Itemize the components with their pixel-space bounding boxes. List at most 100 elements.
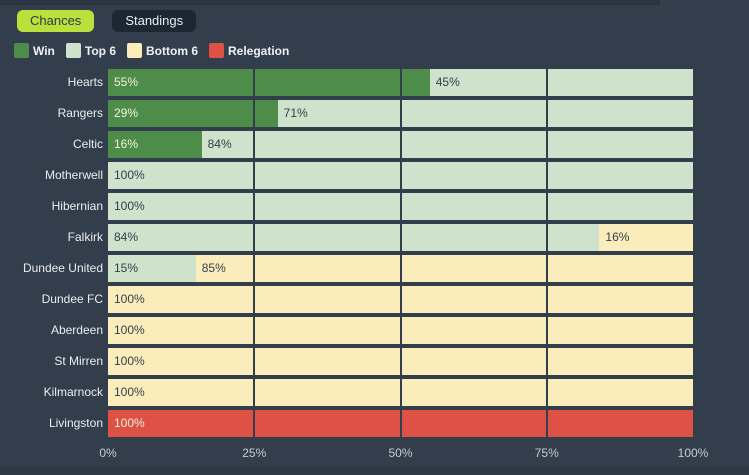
legend-label: Win [33,43,55,58]
gridline [253,255,256,282]
gridline [399,379,402,406]
segment-value-label: 16% [605,230,630,244]
segment-value-label: 15% [114,261,139,275]
gridline [545,131,548,158]
gridline [399,193,402,220]
gridline [545,379,548,406]
team-label: Hibernian [51,199,103,213]
chart-row: Dundee FC 100% [0,286,749,313]
bar-segment-top6: 45% [429,69,693,96]
team-label: Aberdeen [50,323,103,337]
team-label: Rangers [57,106,103,120]
stacked-bar: 100% [108,410,693,437]
axis-tick: 100% [677,446,709,460]
gridline [253,162,256,189]
x-axis: 0% 25% 50% 75% 100% [99,446,708,460]
stacked-bar: 29% 71% [108,100,693,127]
segment-value-label: 71% [283,106,308,120]
legend-label: Relegation [228,43,290,58]
stacked-bar: 100% [108,348,693,375]
gridline [545,286,548,313]
gridline [253,69,256,96]
legend-item: Top 6 [65,43,116,58]
chances-chart: Hearts 55% 45% Rangers 29% 71% Celtic 16% 84% Mot… [0,69,749,441]
chart-row: St Mirren 100% [0,348,749,375]
segment-value-label: 100% [114,323,145,337]
top-dark-strip [0,0,660,5]
segment-value-label: 100% [114,354,145,368]
gridline [399,69,402,96]
stacked-bar: 16% 84% [108,131,693,158]
gridline [399,162,402,189]
legend-swatch-icon [127,43,142,58]
chart-row: Hibernian 100% [0,193,749,220]
gridline [545,193,548,220]
legend-label: Top 6 [84,43,116,58]
legend-swatch-icon [65,43,81,58]
view-tabs: Chances Standings [17,10,197,32]
stacked-bar: 100% [108,193,693,220]
bar-segment-top6: 84% [108,224,600,251]
gridline [253,379,256,406]
segment-value-label: 100% [114,292,145,306]
stacked-bar: 55% 45% [108,69,693,96]
tab-standings[interactable]: Standings [112,10,197,32]
gridline [253,286,256,313]
segment-value-label: 84% [114,230,139,244]
legend-item: Win [14,43,55,58]
chart-row: Livingston 100% [0,410,749,437]
gridline [545,224,548,251]
gridline [545,348,548,375]
segment-value-label: 45% [435,75,460,89]
chart-row: Aberdeen 100% [0,317,749,344]
team-label: Motherwell [44,168,103,182]
gridline [253,348,256,375]
bar-segment-win: 55% [108,69,430,96]
segment-value-label: 85% [201,261,226,275]
legend-swatch-icon [209,43,224,58]
segment-value-label: 100% [114,199,145,213]
legend-swatch-icon [14,43,29,58]
gridline [399,100,402,127]
gridline [399,410,402,437]
gridline [399,286,402,313]
segment-value-label: 84% [207,137,232,151]
chart-row: Falkirk 84% 16% [0,224,749,251]
chart-row: Celtic 16% 84% [0,131,749,158]
segment-value-label: 55% [114,75,139,89]
segment-value-label: 29% [114,106,139,120]
gridline [253,100,256,127]
chart-row: Dundee United 15% 85% [0,255,749,282]
team-label: Dundee United [22,261,103,275]
chart-row: Kilmarnock 100% [0,379,749,406]
gridline [253,131,256,158]
axis-tick: 75% [534,446,559,460]
gridline [545,410,548,437]
stacked-bar: 100% [108,317,693,344]
segment-value-label: 100% [114,416,145,430]
stacked-bar: 84% 16% [108,224,693,251]
bar-segment-top6: 15% [108,255,196,282]
segment-value-label: 100% [114,385,145,399]
chart-legend: Win Top 6 Bottom 6 Relegation [14,43,300,58]
bar-segment-top6: 84% [201,131,693,158]
gridline [253,317,256,344]
gridline [399,131,402,158]
bar-segment-top6: 71% [277,100,693,127]
team-label: Kilmarnock [43,385,103,399]
team-label: Celtic [72,137,103,151]
stacked-bar: 100% [108,286,693,313]
bar-segment-bottom6: 85% [195,255,693,282]
legend-item: Relegation [209,43,289,58]
gridline [545,162,548,189]
bar-segment-win: 29% [108,100,278,127]
chart-row: Rangers 29% 71% [0,100,749,127]
gridline [253,410,256,437]
team-label: Dundee FC [41,292,103,306]
team-label: Livingston [48,416,103,430]
gridline [545,255,548,282]
team-label: Hearts [67,75,103,89]
tab-chances[interactable]: Chances [17,10,95,32]
chart-row: Hearts 55% 45% [0,69,749,96]
bottom-dark-strip [0,467,749,475]
